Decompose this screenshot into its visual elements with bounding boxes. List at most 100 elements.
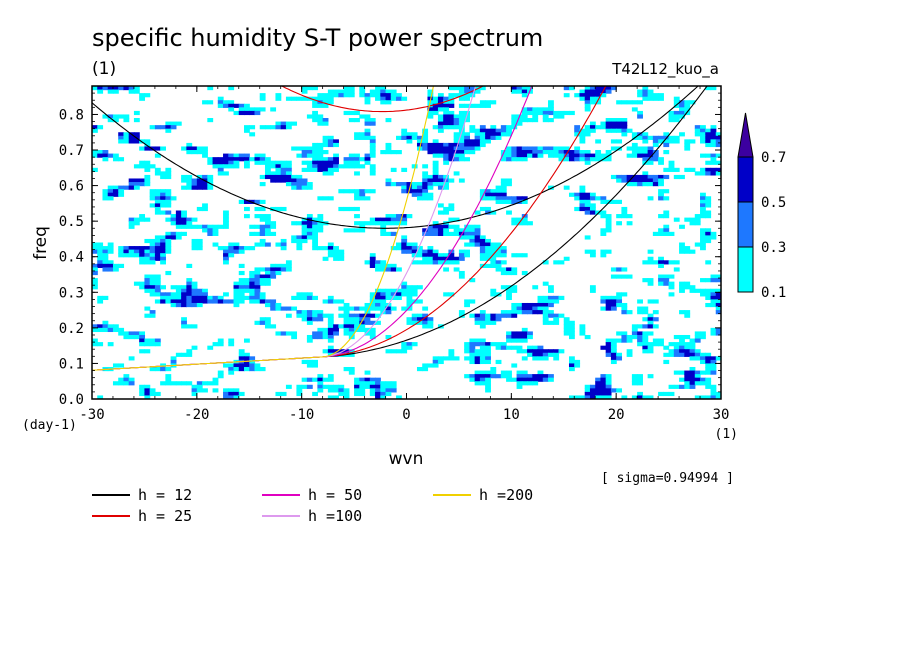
contour-cell <box>92 278 98 283</box>
contour-cell <box>448 93 455 98</box>
contour-cell <box>259 224 266 229</box>
contour-cell <box>369 253 376 258</box>
contour-cell <box>705 210 712 215</box>
contour-cell <box>527 221 533 226</box>
contour-cell <box>652 142 659 148</box>
contour-cell <box>495 317 502 322</box>
contour-cell <box>532 352 539 357</box>
contour-cell <box>154 391 161 397</box>
contour-cell <box>228 342 235 347</box>
contour-cell <box>322 103 329 108</box>
contour-cell <box>621 210 628 215</box>
contour-cell <box>301 235 308 240</box>
contour-cell <box>511 338 518 343</box>
contour-cell <box>359 114 366 119</box>
contour-cell <box>647 174 654 180</box>
contour-cell <box>511 86 518 91</box>
contour-cell <box>411 249 418 254</box>
contour-cell <box>327 246 334 251</box>
contour-cell <box>301 359 308 365</box>
contour-cell <box>92 246 98 251</box>
contour-cell <box>485 192 491 197</box>
contour-cell <box>500 253 507 258</box>
contour-cell <box>291 334 298 340</box>
contour-cell <box>485 377 491 382</box>
contour-cell <box>112 324 119 329</box>
contour-cell <box>527 306 533 311</box>
contour-cell <box>338 313 345 318</box>
x-unit-label: (1) <box>715 427 738 442</box>
contour-cell <box>663 139 670 144</box>
contour-cell <box>207 86 214 91</box>
contour-cell <box>542 313 549 318</box>
contour-cell <box>652 260 659 265</box>
contour-cell <box>631 100 638 105</box>
contour-cell <box>317 196 324 201</box>
contour-cell <box>500 270 507 276</box>
contour-cell <box>254 231 261 236</box>
contour-cell <box>595 395 602 399</box>
contour-cell <box>490 189 497 194</box>
contour-cell <box>574 206 581 212</box>
contour-cell <box>128 135 135 140</box>
contour-cell <box>616 100 623 105</box>
contour-cell <box>474 146 481 151</box>
contour-cell <box>369 377 376 382</box>
contour-cell <box>500 196 507 201</box>
contour-cell <box>516 153 523 158</box>
contour-cell <box>228 299 235 304</box>
contour-cell <box>280 125 287 130</box>
contour-cell <box>679 110 685 116</box>
contour-cell <box>348 370 355 375</box>
contour-cell <box>568 320 575 325</box>
contour-cell <box>506 267 512 272</box>
contour-cell <box>574 192 581 197</box>
contour-cell <box>212 377 219 382</box>
contour-cell <box>422 135 429 140</box>
contour-cell <box>637 310 643 315</box>
contour-cell <box>411 182 418 187</box>
contour-cell <box>458 253 465 258</box>
contour-cell <box>663 142 670 148</box>
contour-cell <box>616 221 623 226</box>
contour-cell <box>506 132 512 137</box>
contour-cell <box>107 86 114 91</box>
contour-cell <box>364 114 371 119</box>
contour-cell <box>673 118 680 123</box>
contour-cell <box>133 118 140 123</box>
contour-cell <box>406 292 413 297</box>
contour-cell <box>700 235 706 240</box>
contour-cell <box>448 121 455 126</box>
contour-cell <box>348 110 355 116</box>
contour-cell <box>464 96 470 101</box>
contour-cell <box>469 142 476 148</box>
contour-cell <box>553 313 560 318</box>
contour-cell <box>92 86 98 91</box>
contour-cell <box>479 253 486 258</box>
contour-cell <box>579 206 586 212</box>
contour-cell <box>406 295 413 301</box>
contour-cell <box>123 246 130 251</box>
contour-cell <box>285 121 292 126</box>
contour-cell <box>495 199 502 204</box>
contour-cell <box>600 299 607 304</box>
contour-cell <box>359 324 366 329</box>
contour-cell <box>700 167 706 172</box>
contour-cell <box>595 391 602 397</box>
contour-cell <box>605 338 612 343</box>
contour-cell <box>637 178 643 183</box>
contour-cell <box>694 381 701 386</box>
contour-cell <box>406 246 413 251</box>
contour-cell <box>605 302 612 308</box>
contour-cell <box>605 388 612 393</box>
contour-cell <box>107 153 114 158</box>
contour-cell <box>228 157 235 162</box>
contour-cell <box>479 381 486 386</box>
contour-cell <box>102 324 109 329</box>
contour-cell <box>291 178 298 183</box>
contour-cell <box>107 89 114 94</box>
contour-cell <box>285 167 292 172</box>
contour-cell <box>532 374 539 379</box>
contour-cell <box>548 313 554 318</box>
contour-cell <box>217 100 224 105</box>
